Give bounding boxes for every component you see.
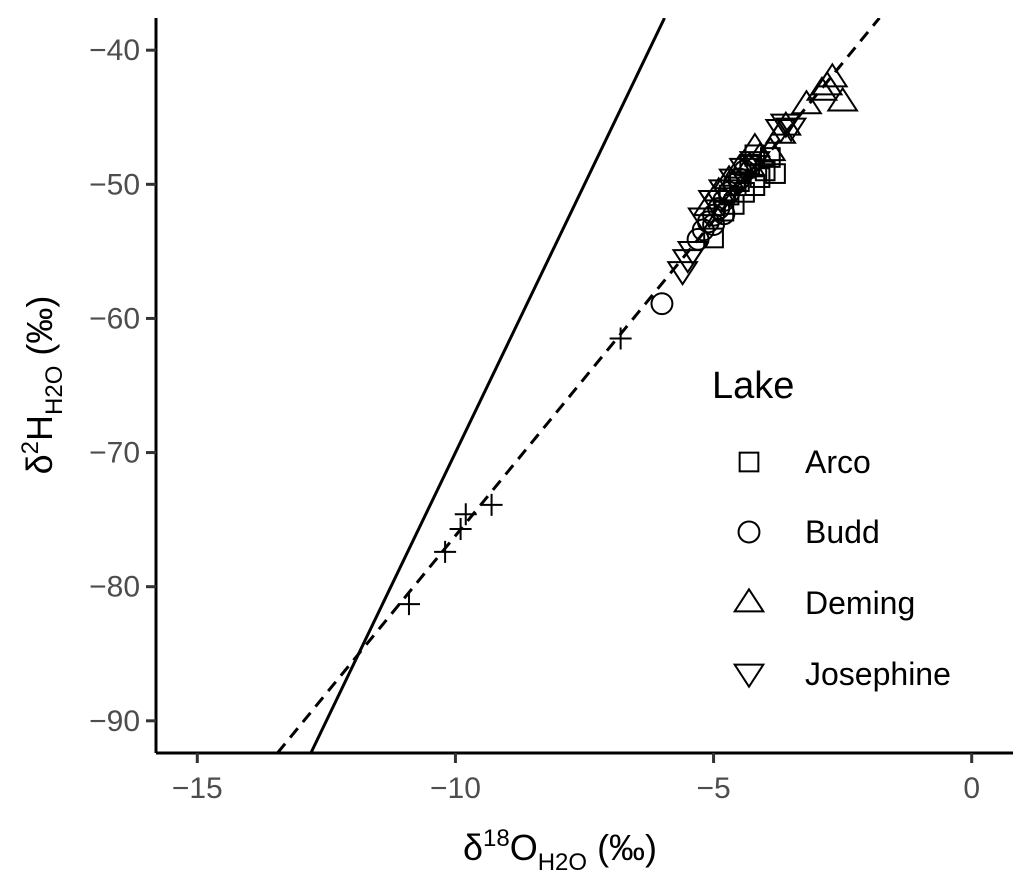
x-axis-ticks: −15 −10 −5 0 [172,753,980,805]
y-tick-label: −40 [89,34,140,67]
point-cross-2 [449,518,472,541]
point-deming-2 [805,75,839,101]
point-deming-3 [826,86,859,112]
y-tick-label: −90 [89,705,140,738]
point-cross-5 [609,327,632,350]
legend-keys [732,451,766,689]
legend-key-budd [737,520,761,544]
y-tick-label: −50 [89,168,140,201]
point-josephine-5 [774,117,808,143]
point-josephine-9 [697,190,730,215]
legend-key-deming [732,587,766,613]
legend-label-arco: Arco [805,444,871,480]
point-deming-10 [723,153,756,179]
point-josephine-3 [769,113,802,139]
point-deming-12 [702,176,735,202]
point-budd-0 [650,292,674,316]
point-cross-3 [454,503,477,526]
y-tick-label: −80 [89,571,140,604]
legend-label-josephine: Josephine [805,656,951,692]
point-arco-12 [765,163,786,184]
point-deming-1 [811,70,844,96]
point-josephine-0 [666,261,699,286]
point-josephine-2 [676,241,710,266]
x-tick-label: −15 [172,772,223,805]
x-tick-label: 0 [963,772,980,805]
legend-label-budd: Budd [805,514,880,550]
point-deming-13 [692,191,725,217]
y-axis-ticks: −90 −80 −70 −60 −50 −40 [89,34,156,738]
x-tick-label: −5 [696,772,730,805]
y-axis-title: δ2HH2O (‰) [17,296,68,475]
point-deming-11 [712,164,746,190]
point-cross-4 [480,493,503,516]
legend-key-arco [738,451,760,473]
legend-label-deming: Deming [805,585,915,621]
y-tick-label: −70 [89,437,140,470]
legend-key-josephine [732,663,766,689]
point-arco-10 [760,147,781,168]
point-deming-9 [733,151,766,176]
point-deming-0 [816,62,849,88]
point-cross-1 [434,540,457,563]
point-deming-14 [738,132,772,158]
point-deming-4 [790,89,823,115]
point-cross-0 [397,593,420,616]
legend: Lake Arco Budd Deming Josephine [712,365,951,692]
point-josephine-11 [738,151,772,176]
legend-title: Lake [712,365,794,407]
solid-reference-line [309,18,666,753]
data-points [397,62,859,616]
x-axis-title: δ18OH2O (‰) [463,825,657,876]
x-tick-label: −10 [430,772,481,805]
point-josephine-4 [764,118,797,144]
y-tick-label: −60 [89,302,140,335]
point-josephine-10 [687,207,720,233]
